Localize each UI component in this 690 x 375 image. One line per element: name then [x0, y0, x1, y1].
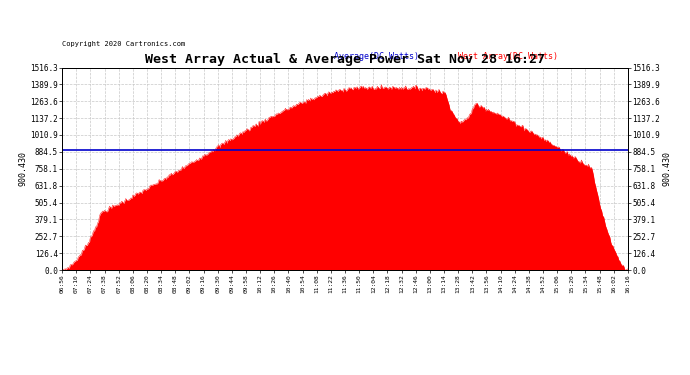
Text: West Array(DC Watts): West Array(DC Watts) — [458, 53, 558, 61]
Text: Copyright 2020 Cartronics.com: Copyright 2020 Cartronics.com — [62, 41, 186, 47]
Title: West Array Actual & Average Power Sat Nov 28 16:27: West Array Actual & Average Power Sat No… — [145, 53, 545, 66]
Text: Average(DC Watts): Average(DC Watts) — [334, 53, 419, 61]
Y-axis label: 900.430: 900.430 — [19, 151, 28, 186]
Y-axis label: 900.430: 900.430 — [662, 151, 671, 186]
